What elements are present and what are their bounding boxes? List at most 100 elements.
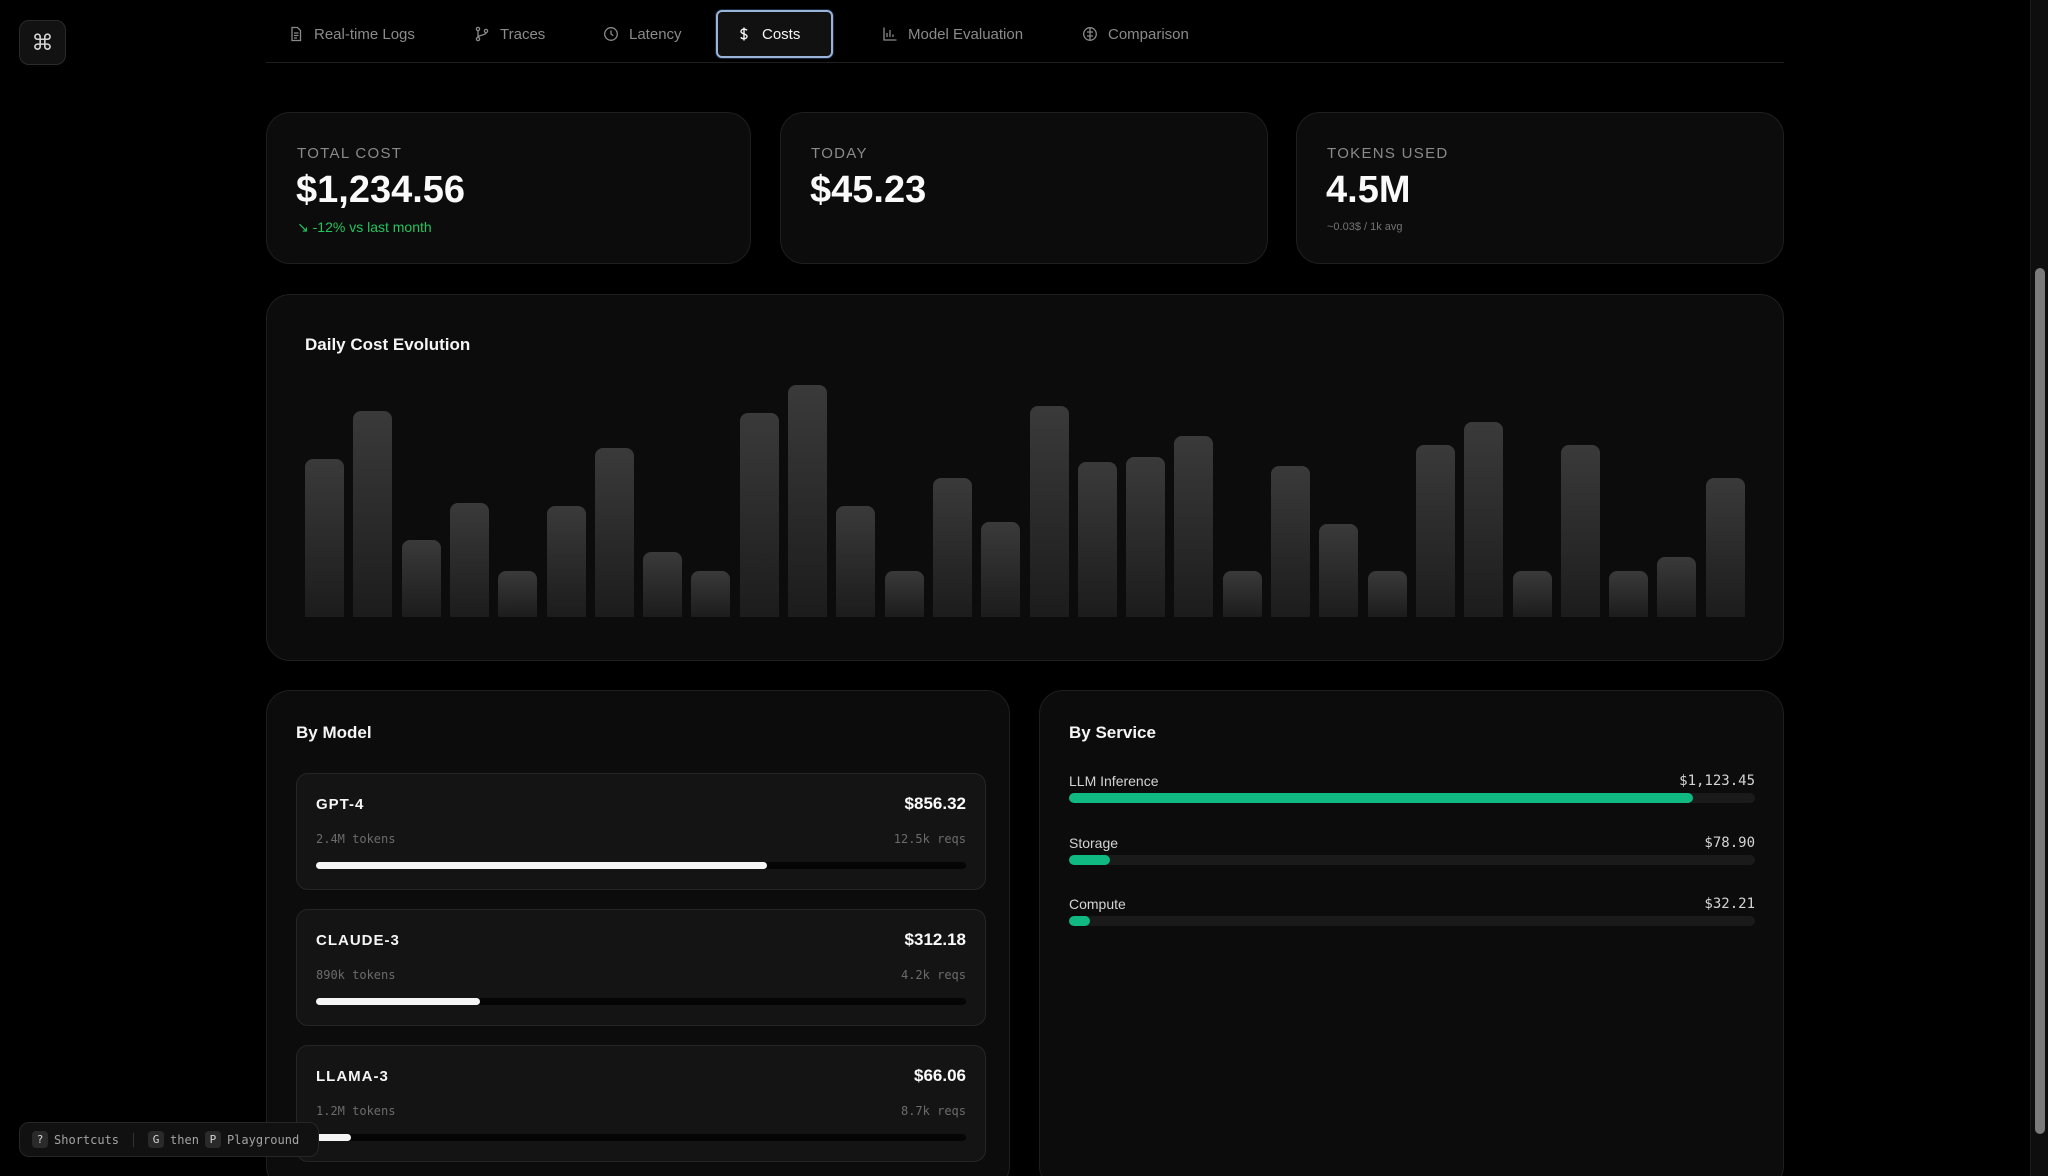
model-item-claude-3[interactable]: CLAUDE-3 $312.18 890k tokens 4.2k reqs [296,909,986,1026]
playground-label[interactable]: Playground [226,1132,300,1147]
daily-cost-bar[interactable] [449,503,489,617]
daily-cost-bar[interactable] [1222,571,1262,617]
model-requests: 8.7k reqs [900,1104,966,1118]
daily-cost-bar[interactable] [1657,557,1697,617]
model-share-fill [316,998,481,1005]
by-service-card: By Service LLM Inference $1,123.45 Stora… [1039,690,1784,1176]
daily-cost-bar[interactable] [884,571,924,617]
daily-cost-bar[interactable] [643,552,683,617]
model-share-bar [316,998,966,1005]
tab-model-evaluation[interactable]: Model Evaluation [864,10,1041,58]
shortcuts-key: ? [32,1131,48,1148]
model-cost: $856.32 [904,794,966,813]
daily-cost-bar[interactable] [401,540,441,617]
daily-cost-bar[interactable] [1367,571,1407,617]
total-cost-card: TOTAL COST $1,234.56 ↘ -12% vs last mont… [266,112,751,264]
tab-traces[interactable]: Traces [456,10,563,58]
model-cost: $66.06 [914,1066,966,1085]
model-name: LLAMA-3 [316,1068,389,1085]
daily-cost-bar[interactable] [305,459,344,617]
model-item-gpt-4[interactable]: GPT-4 $856.32 2.4M tokens 12.5k reqs [296,773,986,890]
service-share-bar [1069,855,1755,865]
service-label: LLM Inference [1069,773,1159,789]
shortcuts-label[interactable]: Shortcuts [54,1132,120,1147]
daily-cost-bar[interactable] [1464,422,1504,617]
daily-cost-bar[interactable] [1077,462,1117,617]
daily-cost-bar[interactable] [1705,478,1745,617]
model-name: CLAUDE-3 [316,932,400,949]
daily-cost-bar[interactable] [1319,524,1359,617]
tokens-used-card: TOKENS USED 4.5M ~0.03$ / 1k avg [1296,112,1784,264]
command-icon: ⌘ [31,29,54,55]
model-requests: 4.2k reqs [900,968,966,982]
daily-cost-bar[interactable] [353,411,393,617]
daily-cost-chart [305,385,1745,617]
service-share-fill [1069,855,1111,865]
hint-divider [133,1132,135,1147]
service-label: Compute [1069,896,1126,912]
daily-cost-bar[interactable] [1029,406,1069,617]
daily-cost-bar[interactable] [739,413,779,617]
daily-cost-bar[interactable] [594,448,634,617]
g-key: G [148,1131,165,1148]
daily-cost-bar[interactable] [498,571,538,617]
bar-chart-icon [883,27,897,41]
daily-cost-bar[interactable] [932,478,972,617]
today-card: TODAY $45.23 [780,112,1268,264]
by-model-card: By Model GPT-4 $856.32 2.4M tokens 12.5k… [266,690,1010,1176]
service-amount: $32.21 [1704,896,1755,912]
model-item-llama-3[interactable]: LLAMA-3 $66.06 1.2M tokens 8.7k reqs [296,1045,986,1162]
command-menu-button[interactable]: ⌘ [19,20,66,65]
then-label: then [170,1132,199,1147]
daily-cost-bar[interactable] [1560,445,1600,617]
clock-icon [604,27,618,41]
model-tokens: 2.4M tokens [316,832,396,846]
service-share-fill [1069,793,1694,803]
daily-cost-bar[interactable] [788,385,827,617]
tab-label: Model Evaluation [908,25,1024,43]
daily-cost-bar[interactable] [1126,457,1166,617]
service-compute: Compute $32.21 [1069,896,1755,936]
tab-costs[interactable]: Costs [716,10,833,58]
tab-label: Real-time Logs [314,25,415,43]
tab-latency[interactable]: Latency [585,10,700,58]
tab-label: Traces [500,25,546,43]
keyboard-hints: ? Shortcuts G then P Playground [19,1122,319,1157]
by-service-title: By Service [1069,723,1156,742]
daily-cost-title: Daily Cost Evolution [305,335,471,354]
daily-cost-bar[interactable] [1271,466,1310,617]
daily-cost-bar[interactable] [1512,571,1552,617]
today-label: TODAY [811,145,868,162]
daily-cost-bar[interactable] [1415,445,1455,617]
vertical-scrollbar[interactable] [2030,0,2048,1176]
p-key: P [204,1131,221,1148]
scrollbar-thumb[interactable] [2035,268,2045,1134]
model-share-fill [316,862,768,869]
daily-cost-card: Daily Cost Evolution [266,294,1784,661]
document-icon [291,26,302,42]
total-cost-trend: ↘ -12% vs last month [297,219,432,236]
tab-real-time-logs[interactable]: Real-time Logs [270,10,433,58]
tokens-used-label: TOKENS USED [1327,145,1449,162]
total-cost-trend-text: -12% vs last month [312,219,432,235]
daily-cost-bar[interactable] [546,506,586,617]
model-cost: $312.18 [904,930,966,949]
model-share-fill [316,1134,352,1141]
model-tokens: 890k tokens [316,968,396,982]
tab-label: Comparison [1108,25,1189,43]
trend-down-icon: ↘ [297,219,309,235]
daily-cost-bar[interactable] [981,522,1021,617]
model-share-bar [316,862,966,869]
daily-cost-bar[interactable] [1174,436,1214,617]
service-amount: $1,123.45 [1679,773,1755,789]
service-amount: $78.90 [1704,835,1755,851]
tab-comparison[interactable]: Comparison [1064,10,1207,58]
model-tokens: 1.2M tokens [316,1104,396,1118]
daily-cost-bar[interactable] [691,571,731,617]
model-name: GPT-4 [316,796,365,813]
daily-cost-bar[interactable] [1609,571,1649,617]
service-storage: Storage $78.90 [1069,835,1755,875]
tab-bar: Real-time Logs Traces Latency Costs Mode… [266,0,1784,63]
total-cost-label: TOTAL COST [297,145,403,162]
daily-cost-bar[interactable] [836,506,876,617]
